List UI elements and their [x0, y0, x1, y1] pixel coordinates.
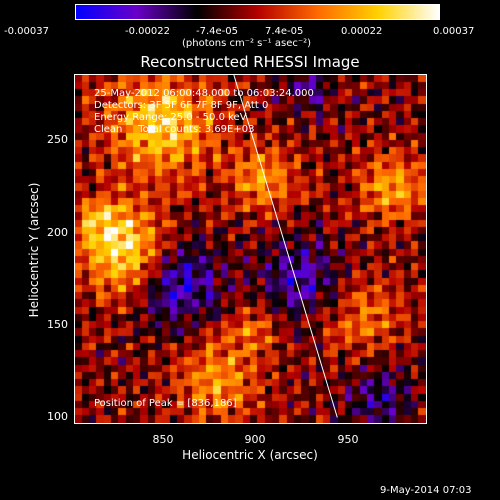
colorbar-tick: 0.00037: [433, 26, 475, 37]
y-tick-label: 100: [47, 410, 68, 423]
x-tick-label: 950: [337, 433, 359, 446]
y-tick-label: 250: [47, 133, 68, 146]
info-detectors: Detectors: 3F 5F 6F 7F 8F 9F, Att 0: [94, 100, 269, 111]
y-axis-label: Heliocentric Y (arcsec): [27, 182, 41, 318]
footer-timestamp: 9-May-2014 07:03: [380, 485, 472, 496]
colorbar-tick: -0.00037: [4, 26, 49, 37]
heatmap-image: [75, 75, 426, 423]
chart-title: Reconstructed RHESSI Image: [140, 53, 360, 71]
x-axis-label: Heliocentric X (arcsec): [182, 448, 318, 462]
colorbar-tick: -0.00022: [125, 26, 170, 37]
info-time-range: 25-May-2012 06:00:48.000 to 06:03:24.000: [94, 88, 314, 99]
x-tick-label: 850: [152, 433, 174, 446]
colorbar-tick: 0.00022: [341, 26, 383, 37]
solar-limb-line: [233, 75, 338, 418]
y-tick-label: 200: [47, 226, 68, 239]
x-tick-label: 900: [244, 433, 266, 446]
colorbar-unit-label: (photons cm⁻² s⁻¹ asec⁻²): [182, 38, 312, 49]
info-clean-counts: Clean Total counts: 3.69E+03: [94, 124, 255, 135]
info-energy-range: Energy Range: 25.0 - 50.0 keV: [94, 112, 247, 123]
info-peak-position: Position of Peak = [836,186]: [94, 398, 237, 409]
plot-area: [74, 74, 427, 424]
limb-line: [233, 75, 338, 418]
y-tick-label: 150: [47, 318, 68, 331]
colorbar-tick: 7.4e-05: [265, 26, 304, 37]
colorbar-tick: -7.4e-05: [196, 26, 238, 37]
colorbar: [75, 4, 440, 20]
